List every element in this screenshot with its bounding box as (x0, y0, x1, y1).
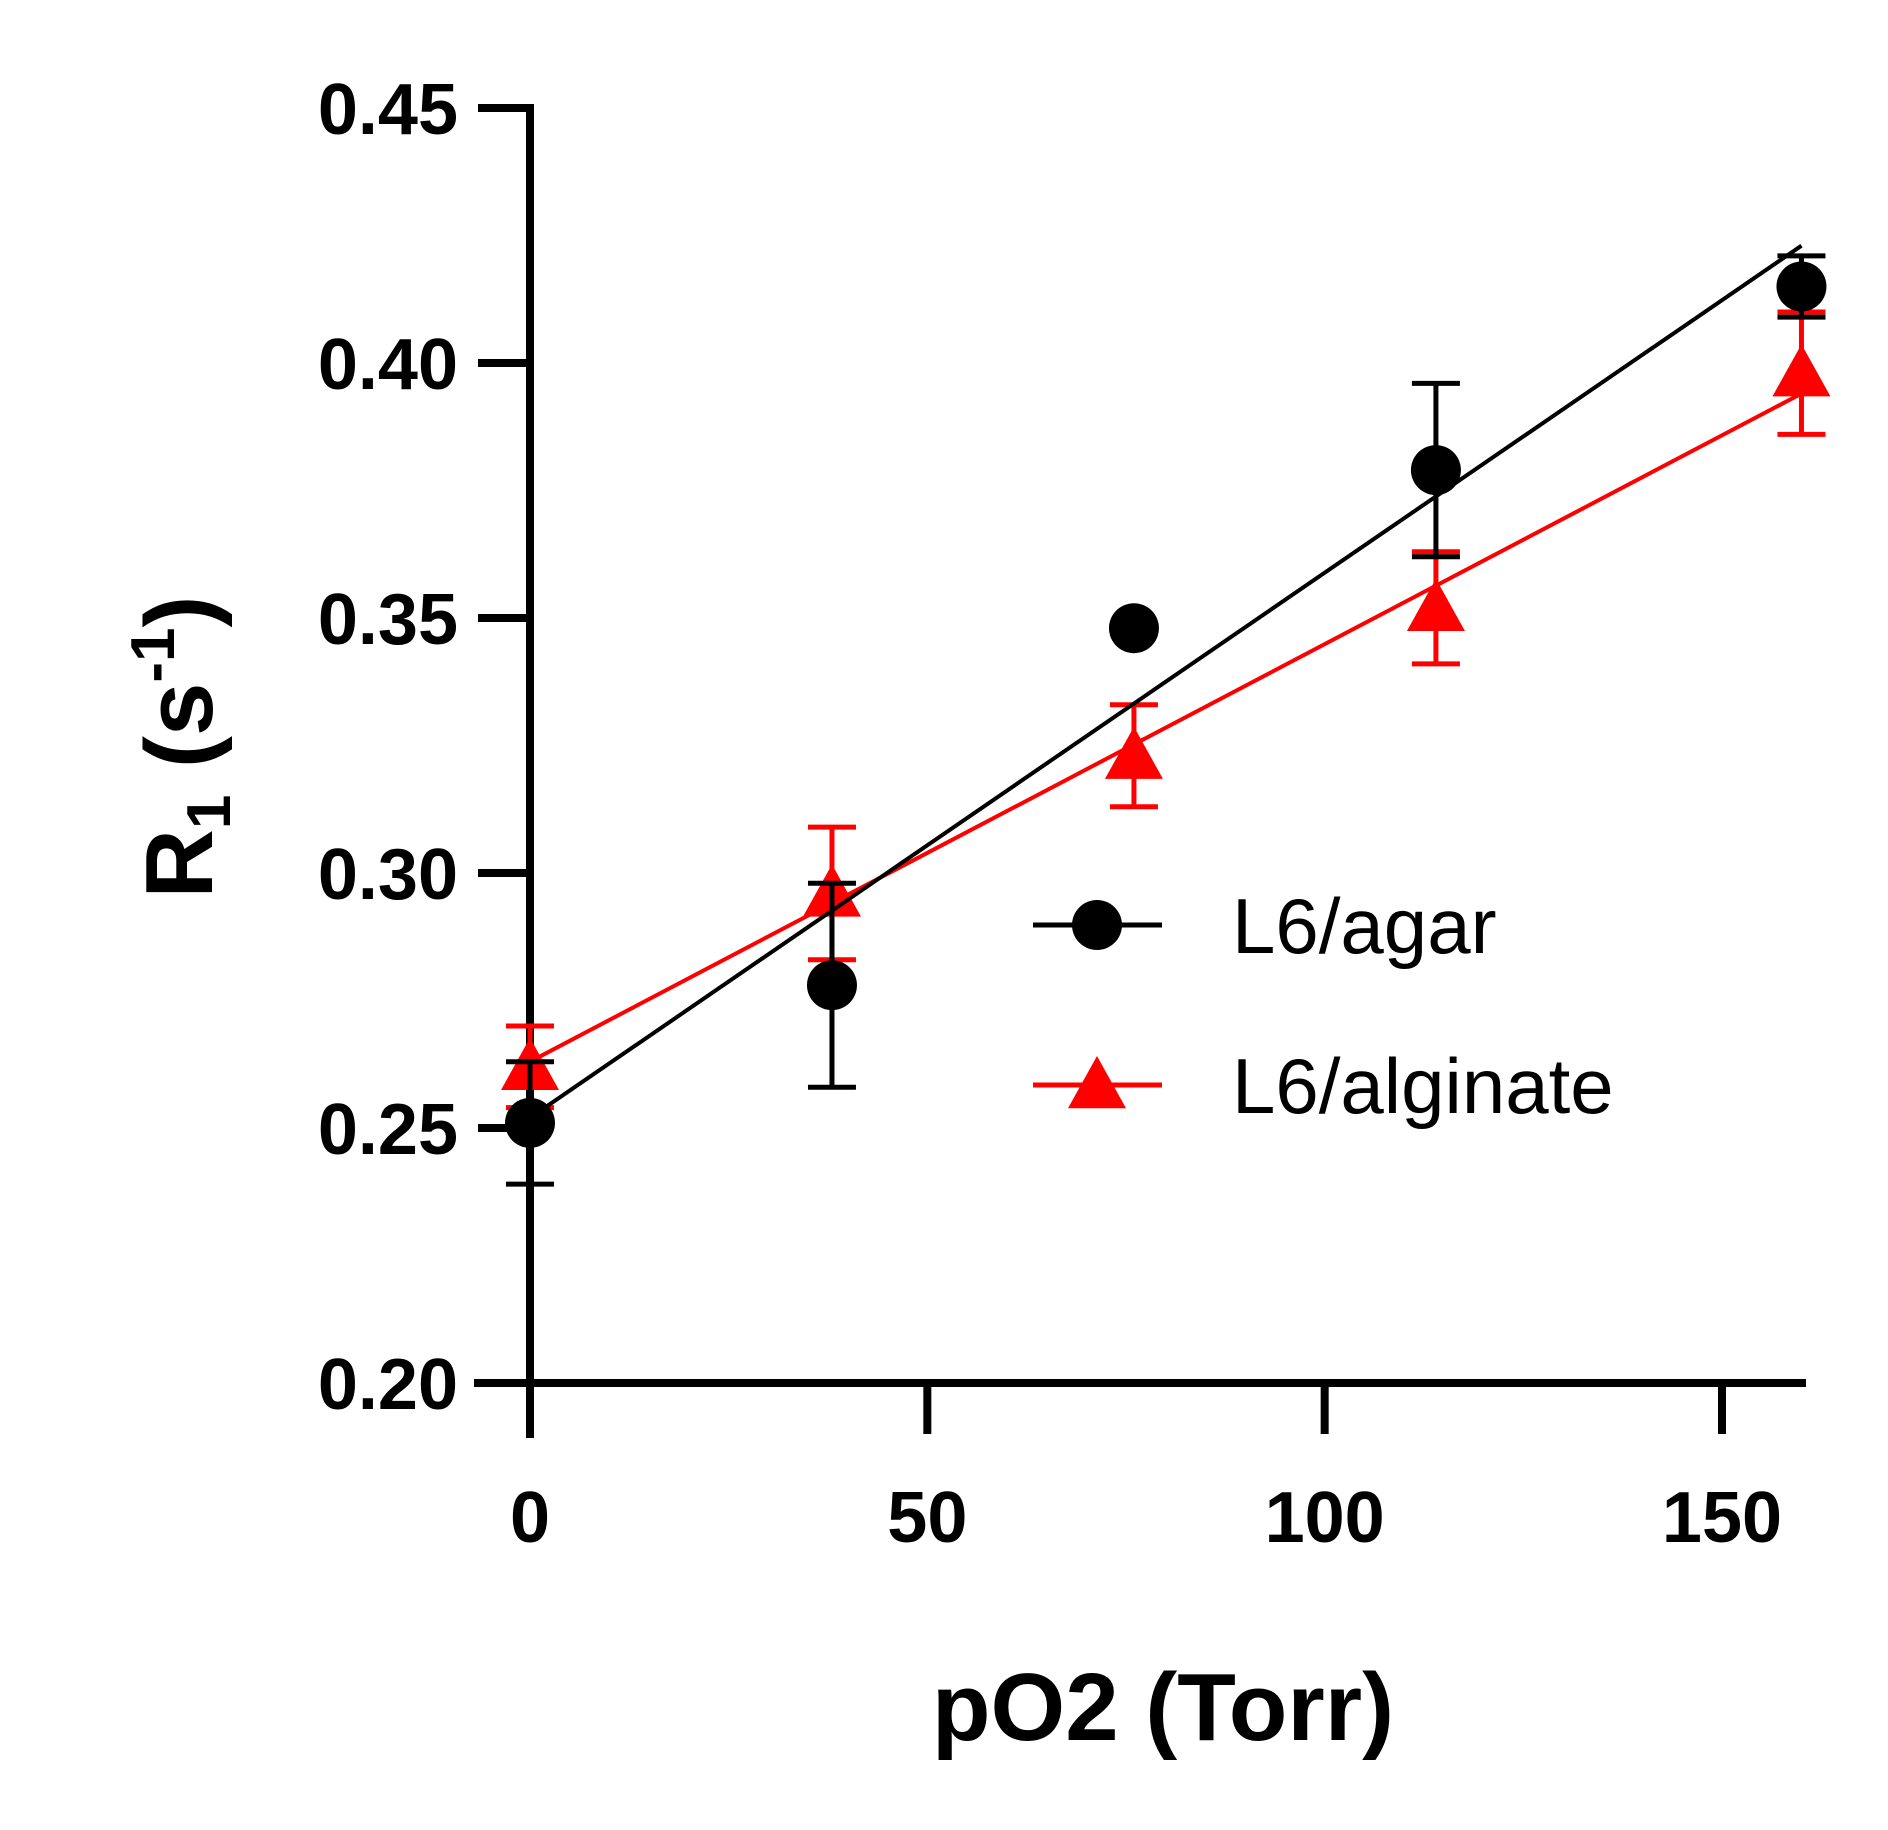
series-alginate (501, 309, 1831, 1111)
legend-label: L6/agar (1232, 882, 1497, 970)
data-point (1104, 726, 1163, 779)
axes: 0.20 0.25 0.30 0.35 0.40 0.45 0 50 100 150 (318, 70, 1806, 1558)
y-axis-title-superscript: -1 (119, 627, 188, 682)
legend-label: L6/alginate (1232, 1042, 1614, 1130)
legend-marker (1072, 900, 1122, 950)
y-axis-title-unit-close: ) (126, 596, 233, 628)
data-point (1108, 603, 1159, 654)
legend-marker (1068, 1056, 1126, 1109)
y-axis-title-unit-open: (s (126, 683, 233, 795)
data-point (505, 1097, 555, 1148)
data-point (1772, 344, 1831, 397)
fit-line (528, 244, 1803, 1120)
y-tick-label: 0.20 (318, 1345, 458, 1425)
x-tick-label: 50 (887, 1478, 967, 1558)
y-tick-label: 0.30 (318, 835, 458, 915)
legend-item-agar: L6/agar (1033, 882, 1497, 970)
series-layer (501, 244, 1831, 1187)
x-tick-label: 150 (1662, 1478, 1782, 1558)
x-tick-label: 100 (1265, 1478, 1385, 1558)
data-point (1410, 445, 1461, 496)
legend: L6/agar L6/alginate (1033, 882, 1614, 1130)
y-axis-title: R1 (s-1) (119, 596, 244, 899)
y-axis-title-subscript: 1 (175, 795, 244, 829)
data-point (1776, 261, 1827, 312)
y-tick-label: 0.45 (318, 70, 458, 150)
y-axis-title-base: R (126, 829, 233, 898)
x-tick-label: 0 (510, 1478, 550, 1558)
x-axis-title: pO2 (Torr) (932, 1654, 1394, 1761)
y-tick-label: 0.40 (318, 325, 458, 405)
y-tick-label: 0.35 (318, 580, 458, 660)
series-agar (505, 244, 1827, 1187)
x-ticks: 0 50 100 150 (510, 1383, 1782, 1558)
data-point (1406, 578, 1465, 631)
legend-item-alginate: L6/alginate (1033, 1042, 1614, 1130)
data-point (806, 960, 857, 1011)
y-ticks: 0.20 0.25 0.30 0.35 0.40 0.45 (318, 70, 530, 1425)
fit-line (529, 391, 1803, 1064)
y-tick-label: 0.25 (318, 1090, 458, 1170)
